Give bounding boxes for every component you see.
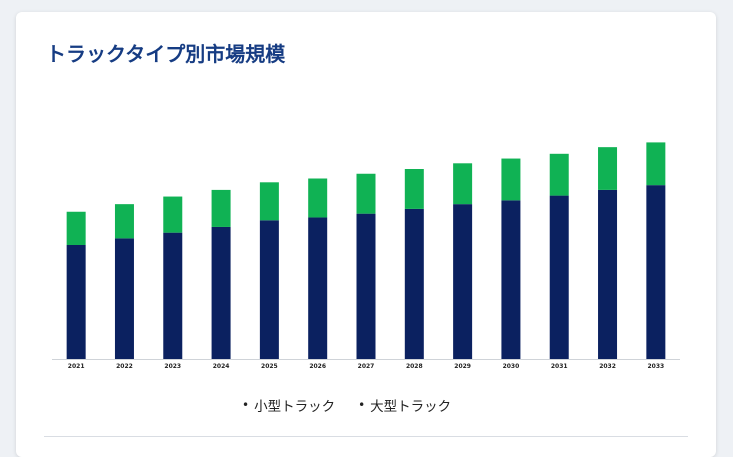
x-tick-label: 2033 bbox=[647, 363, 664, 370]
bar-small-truck-2032[interactable] bbox=[598, 189, 618, 359]
bar-large-truck-2029[interactable] bbox=[453, 163, 473, 205]
chart-card: トラックタイプ別市場規模 2021 2022 2023 2024 2025 2026 202… bbox=[16, 12, 716, 457]
bar-small-truck-2033[interactable] bbox=[646, 185, 666, 359]
legend-item-large-truck[interactable]: • 大型トラック bbox=[358, 395, 451, 415]
bar-large-truck-2030[interactable] bbox=[501, 158, 521, 201]
x-tick-label: 2027 bbox=[358, 363, 375, 370]
bar-large-truck-2025[interactable] bbox=[259, 182, 279, 221]
x-tick-label: 2022 bbox=[116, 363, 133, 370]
bar-small-truck-2025[interactable] bbox=[259, 220, 279, 359]
bar-large-truck-2031[interactable] bbox=[549, 153, 569, 196]
legend-label-small-truck: 小型トラック bbox=[254, 399, 336, 415]
legend-item-small-truck[interactable]: • 小型トラック bbox=[242, 395, 335, 415]
bar-small-truck-2028[interactable] bbox=[404, 208, 424, 359]
card-divider bbox=[44, 436, 688, 437]
x-tick-label: 2030 bbox=[503, 363, 520, 370]
legend-marker-large-truck: • bbox=[358, 398, 366, 412]
bar-small-truck-2027[interactable] bbox=[356, 213, 376, 359]
x-tick-label: 2023 bbox=[164, 363, 181, 370]
legend-label-large-truck: 大型トラック bbox=[370, 399, 452, 415]
bar-small-truck-2031[interactable] bbox=[549, 195, 569, 359]
x-tick-label: 2031 bbox=[551, 363, 568, 370]
bar-large-truck-2024[interactable] bbox=[211, 189, 231, 227]
x-tick-label: 2021 bbox=[68, 363, 85, 370]
bar-small-truck-2023[interactable] bbox=[163, 232, 183, 359]
bar-small-truck-2022[interactable] bbox=[114, 238, 134, 359]
x-tick-label: 2029 bbox=[454, 363, 471, 370]
bar-small-truck-2029[interactable] bbox=[453, 204, 473, 359]
bar-large-truck-2033[interactable] bbox=[646, 142, 666, 186]
bar-large-truck-2022[interactable] bbox=[114, 204, 134, 239]
chart-legend: • 小型トラック • 大型トラック bbox=[242, 395, 451, 415]
bar-small-truck-2024[interactable] bbox=[211, 226, 231, 359]
bar-large-truck-2027[interactable] bbox=[356, 173, 376, 214]
chart-title: トラックタイプ別市場規模 bbox=[46, 42, 286, 66]
bar-large-truck-2023[interactable] bbox=[163, 196, 183, 233]
bar-large-truck-2021[interactable] bbox=[66, 211, 86, 245]
x-tick-label: 2032 bbox=[599, 363, 616, 370]
x-tick-label: 2024 bbox=[213, 363, 230, 370]
x-tick-label: 2028 bbox=[406, 363, 423, 370]
x-tick-label: 2025 bbox=[261, 363, 278, 370]
bar-large-truck-2026[interactable] bbox=[308, 178, 328, 218]
bar-small-truck-2030[interactable] bbox=[501, 200, 521, 359]
bar-small-truck-2021[interactable] bbox=[66, 245, 86, 359]
stacked-bar-chart: 2021 2022 2023 2024 2025 2026 2027 2028 2029 2030… bbox=[52, 142, 680, 370]
legend-marker-small-truck: • bbox=[242, 398, 250, 412]
bar-large-truck-2032[interactable] bbox=[598, 147, 618, 190]
x-tick-label: 2026 bbox=[309, 363, 326, 370]
bar-small-truck-2026[interactable] bbox=[308, 217, 328, 359]
bar-large-truck-2028[interactable] bbox=[404, 169, 424, 209]
